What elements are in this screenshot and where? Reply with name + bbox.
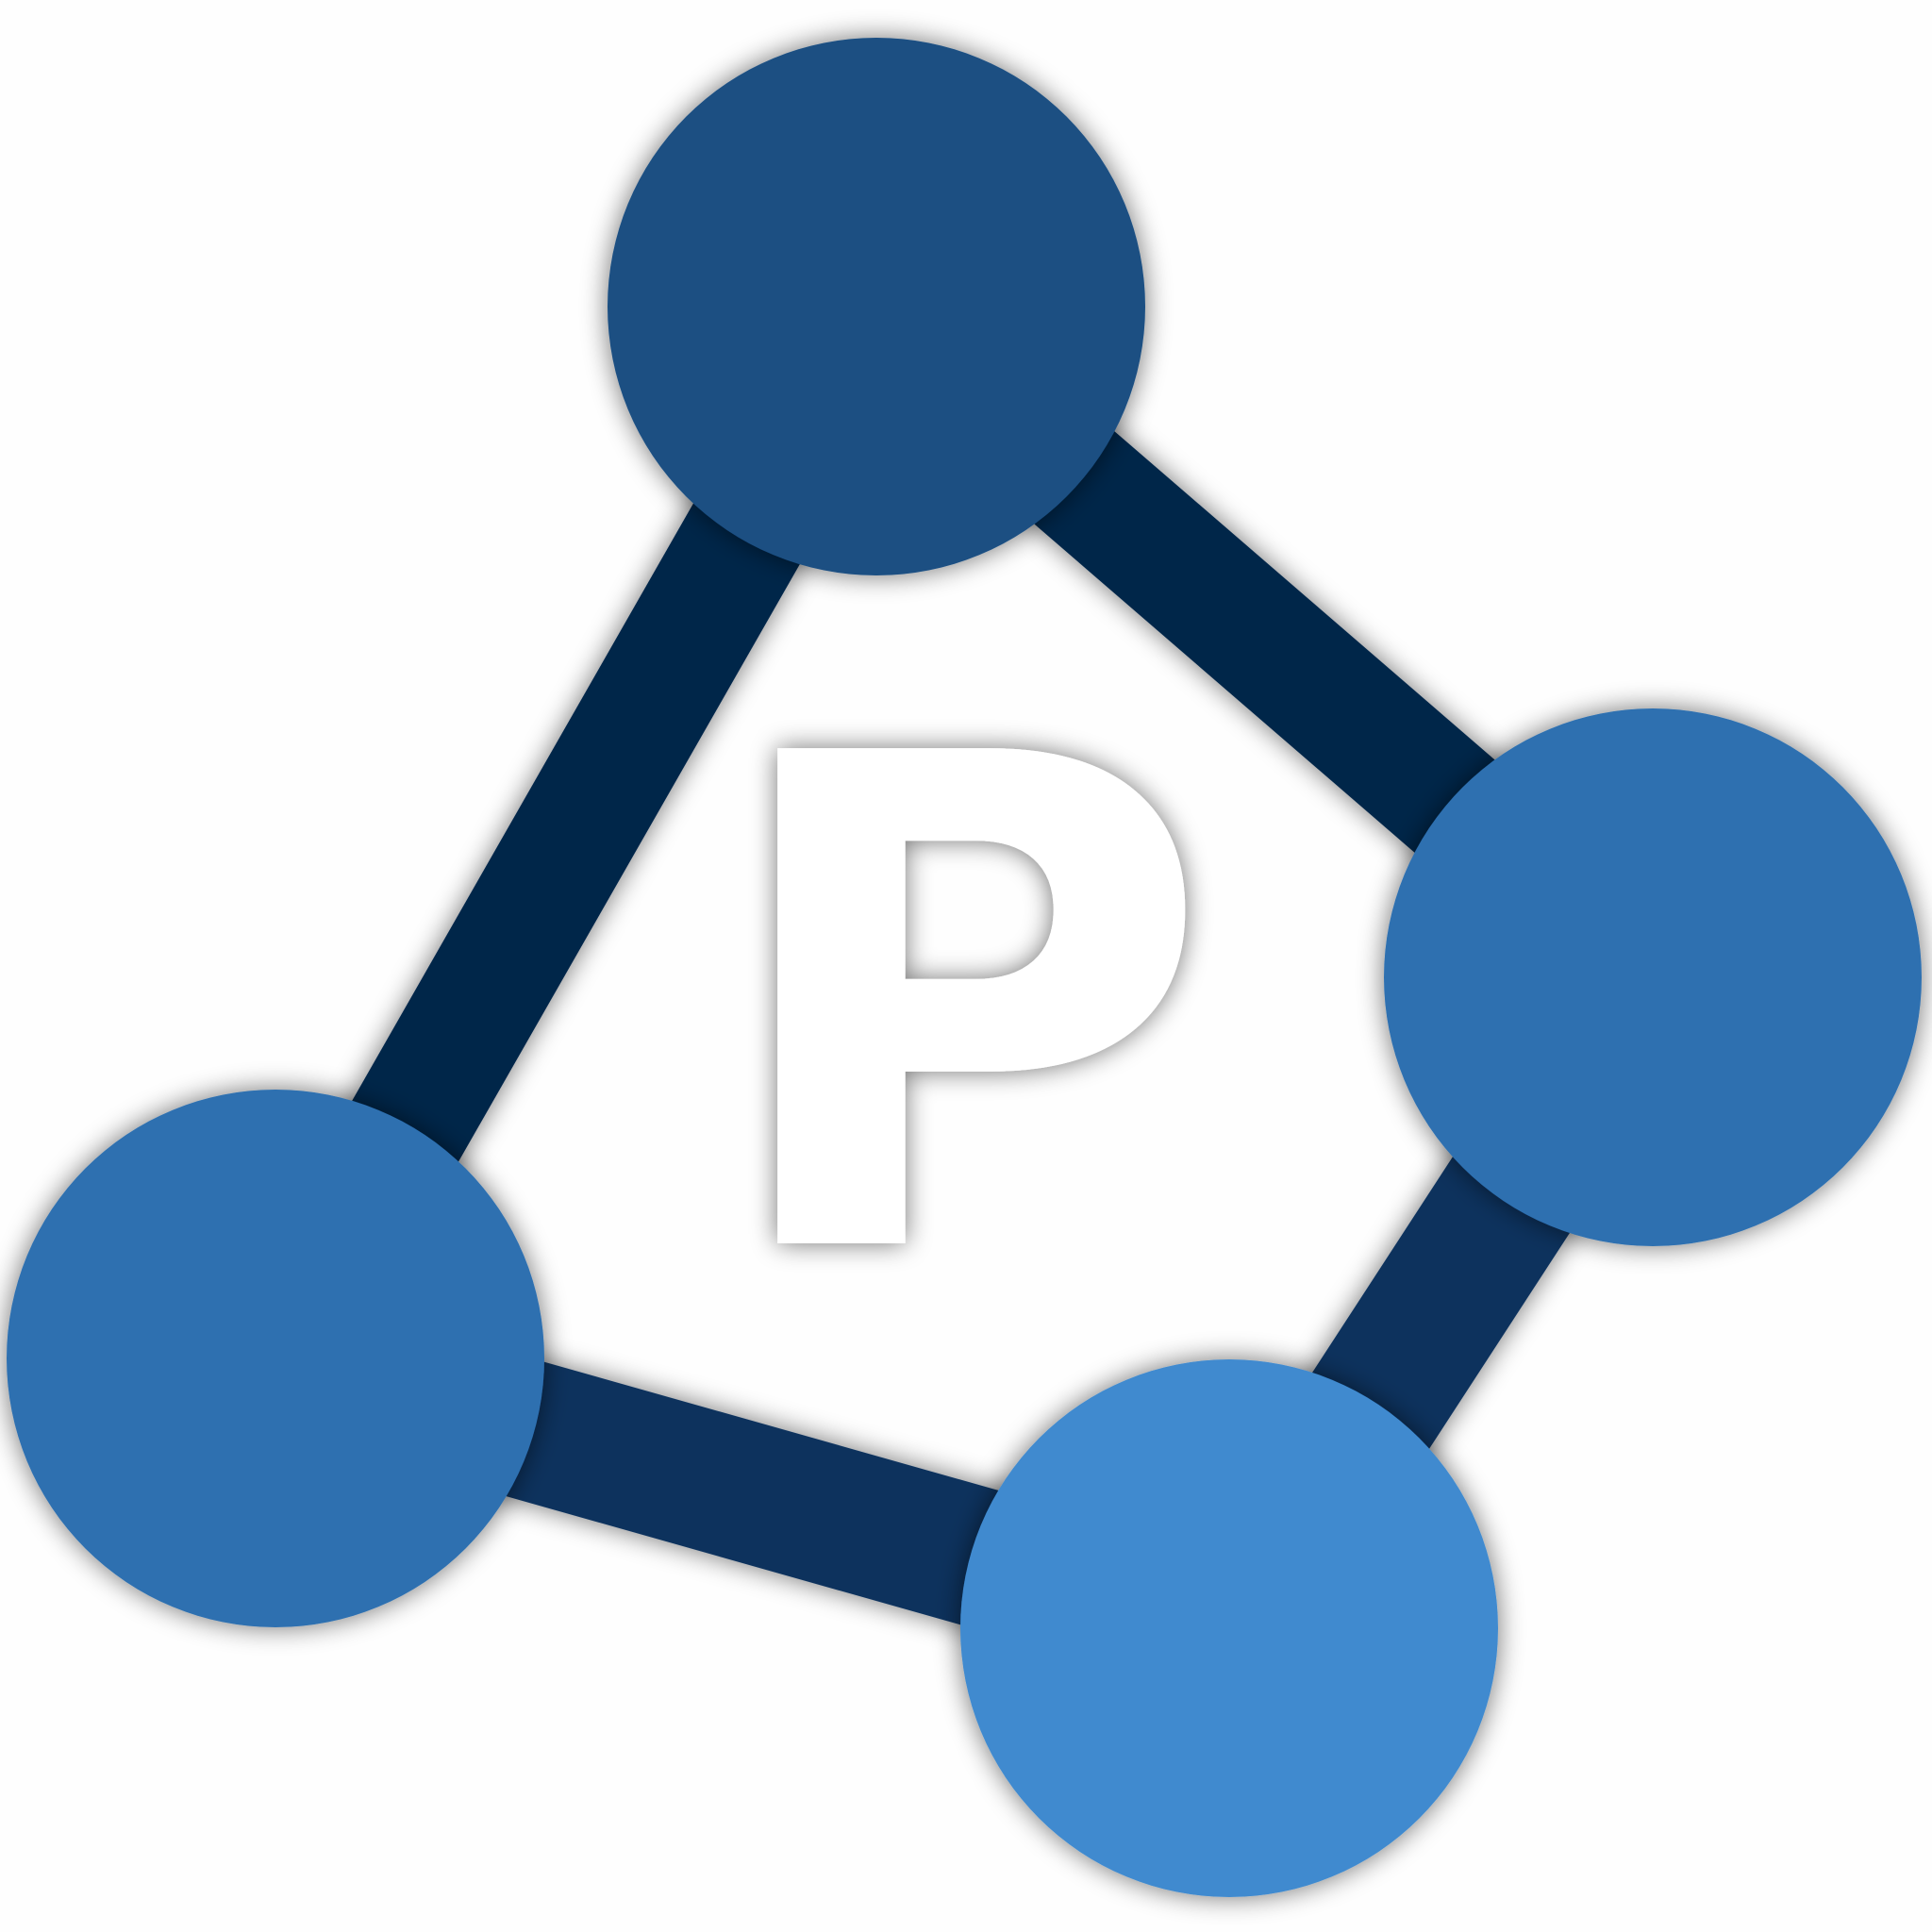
node-left	[7, 1090, 544, 1627]
node-bottom	[960, 1359, 1498, 1897]
node-top	[608, 38, 1145, 575]
node-right	[1384, 708, 1922, 1246]
logo-letter-p: P	[715, 613, 1213, 1404]
